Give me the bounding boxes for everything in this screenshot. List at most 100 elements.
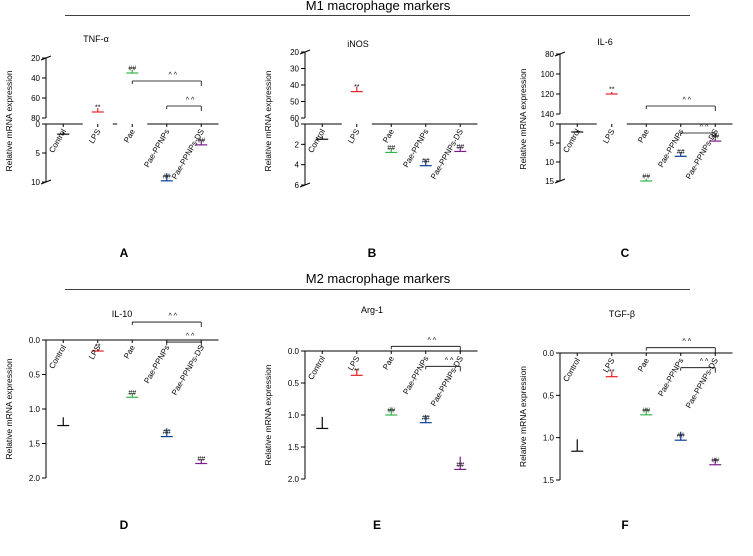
y-tick-label: 1.5 [543,476,555,485]
axis-break-gap [117,58,148,182]
y-tick-label: 0 [36,120,41,129]
significance-label: ## [677,433,685,440]
axis-break-mark [554,178,566,184]
y-axis-label: Relative mRNA expression [4,70,14,171]
y-axis-label: Relative mRNA expression [4,358,14,459]
y-tick-label: 40 [31,74,40,83]
y-tick-label: 20 [31,54,40,63]
y-tick-label: 1.0 [29,405,41,414]
category-label: Pae-PPNPs [656,357,685,398]
significance-label: ## [422,415,430,422]
significance-label: ## [163,173,171,180]
category-label: Pae-PPNPs-DS [170,128,206,181]
chart-panel-e: 0.0 0.5 1.0 1.5 2.0 Relative mRNA expression A… [263,305,478,532]
y-tick-label: 0.0 [288,347,300,356]
y-tick-label: 30 [290,65,299,74]
panel-letter: F [621,518,628,532]
category-label: Control [561,356,582,383]
category-label: Control [561,127,582,154]
y-axis-label: Relative mRNA expression [518,68,528,169]
comparison-label: ^ ^ [682,339,691,346]
y-tick-label: 80 [545,50,554,59]
chart-panel-d: 0.0 0.5 1.0 1.5 2.0 Relative mRNA expression I… [4,309,219,532]
chart-panel-a: 0 5 10 20 40 60 80 Relative mRNA expression TNF-… [4,34,219,260]
chart-title: iNOS [347,39,369,49]
panel-letter: E [373,518,381,532]
category-label: Control [306,354,327,381]
y-tick-label: 15 [545,177,554,186]
category-label: Pae-PPNPs-DS [429,128,465,181]
comparison-label: ^ ^ [682,97,691,104]
comparison-label: ^ ^ [186,97,195,104]
y-tick-label: 0.5 [29,371,41,380]
y-tick-label: 1.0 [543,434,555,443]
chart-title: IL-10 [112,309,133,319]
significance-label: ** [609,369,615,376]
axis-break-mark [299,182,311,188]
comparison-label: ^ ^ [427,337,436,344]
category-label: Pae-PPNPs [401,355,430,396]
significance-label: ** [95,344,101,351]
y-tick-label: 0 [295,120,300,129]
chart-title: IL-6 [597,37,613,47]
significance-label: ** [354,368,360,375]
significance-label: ## [422,158,430,165]
y-tick-label: 20 [290,48,299,57]
y-tick-label: 60 [31,94,40,103]
significance-label: ## [642,407,650,414]
panel-letter: A [120,246,129,260]
y-tick-label: 4 [295,161,300,170]
y-tick-label: 0.5 [543,391,555,400]
category-label: Pae-PPNPs-DS [170,344,206,397]
chart-panel-b: 0 2 4 6 20 30 40 50 60 Relative mRNA expression iN… [263,39,478,260]
y-tick-label: 40 [290,81,299,90]
significance-label: ## [677,149,685,156]
section-title-m1: M1 macrophage markers [306,0,451,13]
chart-title: TNF-α [83,34,109,44]
axis-break-gap [341,52,372,185]
significance-label: ## [197,456,205,463]
axis-break-mark [554,51,566,57]
chart-panel-c: 0 5 10 15 80 100 120 140 Relative mRNA expressio… [518,37,733,260]
significance-label: ## [163,429,171,436]
y-tick-label: 100 [541,70,555,79]
y-tick-label: 60 [290,114,299,123]
y-axis-label: Relative mRNA expression [263,364,273,465]
y-tick-label: 80 [31,114,40,123]
category-label: Pae [636,127,651,144]
comparison-label: ^ ^ [700,359,709,366]
significance-label: ## [387,408,395,415]
y-tick-label: 50 [290,98,299,107]
comparison-label: ^ ^ [186,333,195,340]
category-label: Pae [636,356,651,373]
category-label: Control [306,127,327,154]
axis-break-mark [40,55,52,61]
comparison-label: ^ ^ [700,124,709,131]
y-tick-label: 1.0 [288,411,300,420]
y-tick-label: 140 [541,110,555,119]
significance-label: ** [95,105,101,112]
comparison-label: ^ ^ [168,313,177,320]
significance-label: ## [711,457,719,464]
axis-break-gap [596,54,627,181]
chart-panel-f: 0.0 0.5 1.0 1.5 Relative mRNA expression TGF-… [518,309,733,532]
category-label: Pae [381,127,396,144]
significance-label: ** [609,87,615,94]
significance-label: ## [197,137,205,144]
y-tick-label: 0.0 [543,349,555,358]
significance-label: ** [354,84,360,91]
y-tick-label: 120 [541,90,555,99]
y-tick-label: 0 [550,120,555,129]
y-tick-label: 5 [36,149,41,158]
category-label: Pae [122,343,137,360]
chart-title: Arg-1 [361,305,383,315]
panel-letter: D [120,518,129,532]
section-title-m2: M2 macrophage markers [306,271,451,286]
y-tick-label: 2.0 [29,474,41,483]
y-tick-label: 1.5 [288,443,300,452]
significance-label: ## [128,66,136,73]
significance-label: ## [128,390,136,397]
category-label: Pae [381,354,396,371]
chart-title: TGF-β [609,309,635,319]
